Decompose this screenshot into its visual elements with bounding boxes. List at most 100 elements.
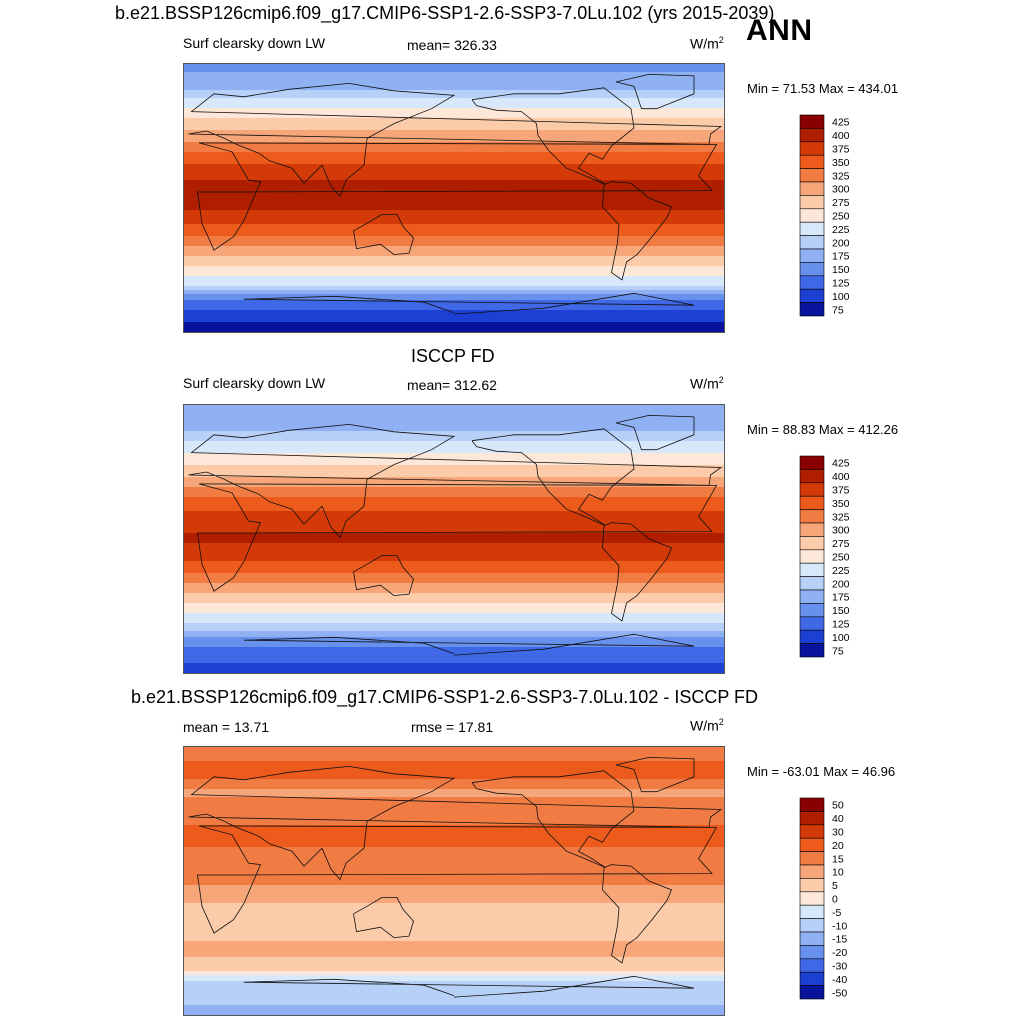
- field-band: [184, 633, 724, 636]
- field-band: [184, 845, 724, 848]
- field-band: [184, 603, 724, 606]
- field-band: [184, 74, 724, 77]
- field-band: [184, 915, 724, 918]
- field-band: [184, 477, 724, 480]
- field-band: [184, 601, 724, 604]
- field-band: [184, 587, 724, 590]
- colorbar-tick-label: -5: [832, 907, 841, 919]
- colorbar-box: [799, 616, 825, 631]
- field-band: [184, 781, 724, 784]
- field-band: [184, 1013, 724, 1015]
- field-band: [184, 425, 724, 428]
- field-band: [184, 521, 724, 524]
- colorbar-box: [799, 629, 825, 644]
- field-band: [184, 871, 724, 874]
- colorbar-box: [799, 576, 825, 591]
- colorbar-tick-label: 300: [832, 184, 850, 196]
- field-band: [184, 629, 724, 632]
- field-band: [184, 747, 724, 750]
- colorbar-box: [799, 195, 825, 210]
- field-band: [184, 266, 724, 269]
- colorbar-box: [799, 536, 825, 551]
- field-band: [184, 953, 724, 956]
- colorbar-tick-label: 250: [832, 211, 850, 223]
- field-band: [184, 795, 724, 798]
- field-band: [184, 567, 724, 570]
- field-band: [184, 897, 724, 900]
- field-band: [184, 170, 724, 173]
- field-band: [184, 407, 724, 410]
- field-band: [184, 453, 724, 456]
- field-band: [184, 126, 724, 129]
- field-band: [184, 465, 724, 468]
- field-band: [184, 631, 724, 634]
- field-band: [184, 417, 724, 420]
- colorbar-tick-label: 225: [832, 565, 850, 577]
- field-band: [184, 595, 724, 598]
- colorbar-tick-label: 200: [832, 578, 850, 590]
- colorbar-tick-label: 75: [832, 304, 844, 316]
- field-band: [184, 837, 724, 840]
- field-band: [184, 755, 724, 758]
- field-band: [184, 583, 724, 586]
- field-band: [184, 150, 724, 153]
- field-band: [184, 937, 724, 940]
- field-band: [184, 210, 724, 213]
- field-band: [184, 194, 724, 197]
- field-band: [184, 146, 724, 149]
- field-band: [184, 591, 724, 594]
- colorbar-box: [799, 549, 825, 564]
- colorbar-box: [799, 235, 825, 250]
- field-band: [184, 901, 724, 904]
- field-band: [184, 212, 724, 215]
- field-band: [184, 933, 724, 936]
- field-band: [184, 863, 724, 866]
- coastline: [615, 414, 695, 451]
- field-band: [184, 977, 724, 980]
- field-band: [184, 232, 724, 235]
- field-band: [184, 469, 724, 472]
- field-band: [184, 280, 724, 283]
- season-label: ANN: [746, 14, 813, 47]
- field-band: [184, 457, 724, 460]
- field-band: [184, 503, 724, 506]
- field-band: [184, 817, 724, 820]
- field-band: [184, 1005, 724, 1008]
- colorbar-box: [799, 114, 825, 129]
- colorbar-box: [799, 958, 825, 973]
- field-band: [184, 214, 724, 217]
- coastline: [471, 428, 635, 526]
- coastline: [471, 770, 635, 868]
- field-band: [184, 545, 724, 548]
- field-band: [184, 927, 724, 930]
- field-band: [184, 973, 724, 976]
- field-band: [184, 80, 724, 83]
- field-band: [184, 509, 724, 512]
- field-band: [184, 318, 724, 321]
- field-band: [184, 260, 724, 263]
- field-band: [184, 427, 724, 430]
- field-band: [184, 246, 724, 249]
- colorbar-tick-label: 175: [832, 592, 850, 604]
- field-band: [184, 102, 724, 105]
- field-band: [184, 851, 724, 854]
- field-band: [184, 200, 724, 203]
- field-band: [184, 178, 724, 181]
- field-band: [184, 92, 724, 95]
- colorbar-tick-label: 275: [832, 197, 850, 209]
- field-band: [184, 639, 724, 642]
- field-band: [184, 204, 724, 207]
- field-band: [184, 461, 724, 464]
- coastline: [243, 975, 695, 998]
- field-band: [184, 449, 724, 452]
- field-band: [184, 537, 724, 540]
- field-band: [184, 771, 724, 774]
- panel-2-mean: mean= 312.62: [407, 377, 497, 393]
- field-band: [184, 443, 724, 446]
- field-band: [184, 861, 724, 864]
- field-band: [184, 643, 724, 646]
- field-band: [184, 152, 724, 155]
- panel-1-units: W/m2: [690, 35, 724, 52]
- colorbar-tick-label: -15: [832, 934, 847, 946]
- colorbar-box: [799, 837, 825, 852]
